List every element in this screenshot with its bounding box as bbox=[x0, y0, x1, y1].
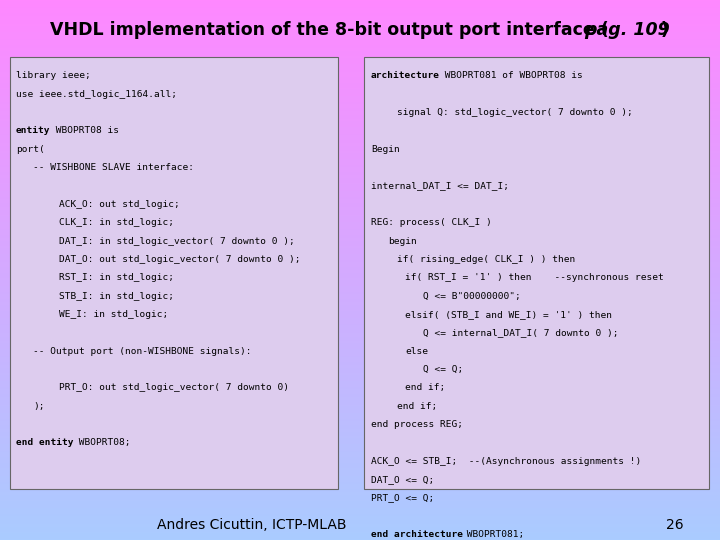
Text: WBOPRT08 is: WBOPRT08 is bbox=[50, 126, 119, 136]
Text: DAT_I: in std_logic_vector( 7 downto 0 );: DAT_I: in std_logic_vector( 7 downto 0 )… bbox=[59, 237, 294, 246]
Text: CLK_I: in std_logic;: CLK_I: in std_logic; bbox=[59, 218, 174, 227]
Text: use ieee.std_logic_1164.all;: use ieee.std_logic_1164.all; bbox=[16, 90, 177, 99]
Text: REG: process( CLK_I ): REG: process( CLK_I ) bbox=[371, 218, 492, 227]
Text: end if;: end if; bbox=[397, 402, 437, 411]
Text: STB_I: in std_logic;: STB_I: in std_logic; bbox=[59, 292, 174, 301]
Text: entity: entity bbox=[16, 126, 50, 136]
Text: pag. 109: pag. 109 bbox=[585, 21, 670, 39]
Text: Q <= B"00000000";: Q <= B"00000000"; bbox=[423, 292, 521, 301]
Text: else: else bbox=[405, 347, 428, 356]
Text: end if;: end if; bbox=[405, 383, 446, 393]
Text: end entity: end entity bbox=[16, 438, 73, 448]
Text: PRT_O <= Q;: PRT_O <= Q; bbox=[371, 494, 434, 503]
Text: begin: begin bbox=[388, 237, 417, 246]
FancyBboxPatch shape bbox=[364, 57, 709, 489]
Text: WBOPRT081 of WBOPRT08 is: WBOPRT081 of WBOPRT08 is bbox=[438, 71, 582, 80]
Text: RST_I: in std_logic;: RST_I: in std_logic; bbox=[59, 273, 174, 282]
Text: -- WISHBONE SLAVE interface:: -- WISHBONE SLAVE interface: bbox=[33, 163, 194, 172]
Text: architecture: architecture bbox=[371, 71, 440, 80]
Text: -- Output port (non-WISHBONE signals):: -- Output port (non-WISHBONE signals): bbox=[33, 347, 251, 356]
Text: PRT_O: out std_logic_vector( 7 downto 0): PRT_O: out std_logic_vector( 7 downto 0) bbox=[59, 383, 289, 393]
Text: VHDL implementation of the 8-bit output port interface (: VHDL implementation of the 8-bit output … bbox=[50, 21, 608, 39]
Text: );: ); bbox=[33, 402, 45, 411]
Text: if( RST_I = '1' ) then    --synchronous reset: if( RST_I = '1' ) then --synchronous res… bbox=[405, 273, 664, 282]
Text: DAT_O: out std_logic_vector( 7 downto 0 );: DAT_O: out std_logic_vector( 7 downto 0 … bbox=[59, 255, 300, 264]
Text: DAT_O <= Q;: DAT_O <= Q; bbox=[371, 475, 434, 484]
Text: library ieee;: library ieee; bbox=[16, 71, 91, 80]
FancyBboxPatch shape bbox=[10, 57, 338, 489]
Text: port(: port( bbox=[16, 145, 45, 154]
Text: Andres Cicuttin, ICTP-MLAB: Andres Cicuttin, ICTP-MLAB bbox=[157, 518, 347, 532]
Text: ACK_O <= STB_I;  --(Asynchronous assignments !): ACK_O <= STB_I; --(Asynchronous assignme… bbox=[371, 457, 641, 466]
Text: end architecture: end architecture bbox=[371, 530, 463, 539]
Text: internal_DAT_I <= DAT_I;: internal_DAT_I <= DAT_I; bbox=[371, 181, 509, 191]
Text: signal Q: std_logic_vector( 7 downto 0 );: signal Q: std_logic_vector( 7 downto 0 )… bbox=[397, 108, 632, 117]
Text: 26: 26 bbox=[667, 518, 684, 532]
Text: Q <= Q;: Q <= Q; bbox=[423, 365, 463, 374]
Text: Q <= internal_DAT_I( 7 downto 0 );: Q <= internal_DAT_I( 7 downto 0 ); bbox=[423, 328, 618, 338]
Text: WBOPRT081;: WBOPRT081; bbox=[462, 530, 525, 539]
Text: Begin: Begin bbox=[371, 145, 400, 154]
Text: WBOPRT08;: WBOPRT08; bbox=[73, 438, 130, 448]
Text: WE_I: in std_logic;: WE_I: in std_logic; bbox=[59, 310, 168, 319]
Text: elsif( (STB_I and WE_I) = '1' ) then: elsif( (STB_I and WE_I) = '1' ) then bbox=[405, 310, 612, 319]
Text: end process REG;: end process REG; bbox=[371, 420, 463, 429]
Text: ): ) bbox=[661, 21, 669, 39]
Text: ACK_O: out std_logic;: ACK_O: out std_logic; bbox=[59, 200, 180, 209]
Text: if( rising_edge( CLK_I ) ) then: if( rising_edge( CLK_I ) ) then bbox=[397, 255, 575, 264]
